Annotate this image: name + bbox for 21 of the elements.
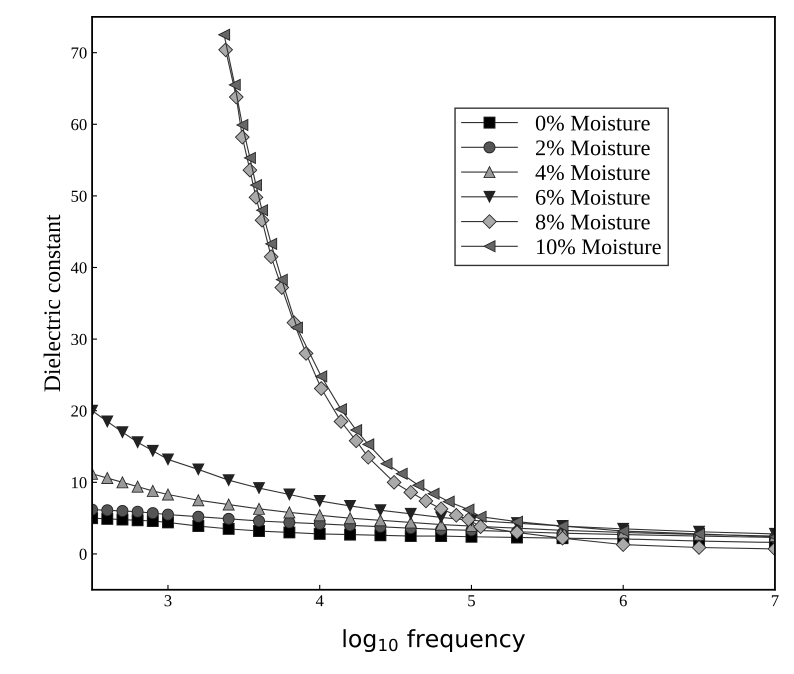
y-tick-label: 0	[80, 548, 87, 560]
y-tick-label: 70	[72, 47, 87, 59]
x-tick-label: 5	[468, 595, 475, 606]
y-tick-label: 60	[71, 118, 87, 130]
x-axis-title: log$_{10}$ frequency	[344, 629, 525, 652]
y-tick-label: 50	[72, 190, 87, 202]
x-tick-label: 7	[772, 595, 779, 606]
y-tick-label: 20	[71, 405, 87, 417]
x-tick-label: 4	[316, 595, 324, 606]
y-axis-title: Dielectric constant	[44, 214, 60, 392]
legend-label: 2% Moisture	[536, 140, 650, 156]
x-tick-label: 3	[164, 595, 172, 606]
y-tick-label: 10	[72, 477, 87, 488]
legend-label: 10% Moisture	[536, 239, 661, 254]
legend-label: 6% Moisture	[536, 190, 650, 205]
legend-label: 0% Moisture	[536, 116, 650, 131]
y-tick-label: 40	[70, 262, 87, 274]
legend-label: 8% Moisture	[536, 214, 650, 230]
legend-label: 4% Moisture	[535, 165, 650, 180]
x-tick-label: 6	[620, 595, 627, 606]
y-tick-label: 30	[71, 334, 87, 346]
